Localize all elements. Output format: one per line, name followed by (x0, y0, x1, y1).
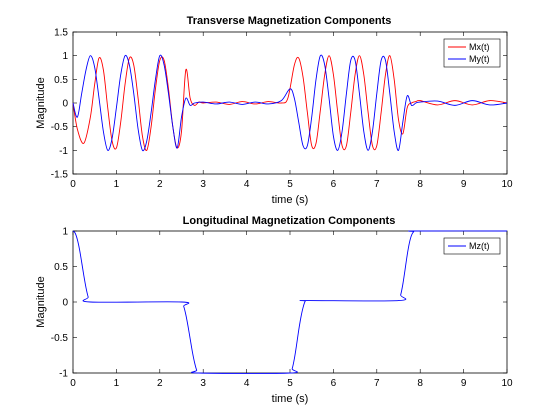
legend-box (443, 237, 501, 255)
series-line-mxt (72, 55, 508, 151)
x-axis-label: time (s) (272, 194, 309, 206)
y-tick-label: 0 (62, 99, 68, 110)
x-tick-label: 9 (461, 378, 467, 389)
series-line-myt (72, 54, 508, 152)
x-tick-label: 2 (157, 179, 163, 190)
x-tick-label: 5 (287, 179, 293, 190)
transverse-panel: Transverse Magnetization Components 0 1 2 3… (35, 15, 513, 206)
chart-title: Longitudinal Magnetization Components (183, 215, 396, 227)
y-tick-label: 0 (62, 298, 68, 309)
x-tick-label: 6 (331, 378, 337, 389)
x-tick-label: 5 (287, 378, 293, 389)
longitudinal-panel: Longitudinal Magnetization Components 0 1… (35, 215, 513, 405)
legend: Mx(t) My(t) (443, 38, 501, 68)
x-tick-label: 9 (461, 179, 467, 190)
x-tick-label: 4 (244, 378, 250, 389)
y-tick-label: 1.5 (54, 28, 68, 39)
x-tick-label: 3 (200, 378, 206, 389)
x-tick-label: 8 (417, 378, 423, 389)
x-tick-label: 10 (501, 378, 513, 389)
y-tick-label: 1 (62, 51, 68, 62)
series-lines (72, 54, 508, 152)
y-axis-label: Magnitude (35, 276, 47, 327)
y-tick-label: -1.5 (51, 170, 69, 181)
axis-ticks: 0 1 2 3 4 5 6 7 8 9 10 -1.5 -1 -0.5 0 0.5 1 1.5 (51, 28, 513, 191)
x-tick-label: 3 (200, 179, 206, 190)
x-axis-label: time (s) (272, 393, 309, 405)
x-tick-label: 0 (70, 179, 76, 190)
legend-label: My(t) (469, 54, 490, 64)
y-tick-label: -1 (59, 146, 68, 157)
x-tick-label: 0 (70, 378, 76, 389)
x-tick-label: 1 (114, 179, 120, 190)
plot-area (72, 31, 508, 175)
y-axis-label: Magnitude (35, 77, 47, 128)
x-tick-label: 2 (157, 378, 163, 389)
y-tick-label: -1 (59, 369, 68, 380)
series-lines (72, 230, 508, 374)
x-tick-label: 1 (114, 378, 120, 389)
legend-box (443, 38, 501, 68)
y-tick-label: 0.5 (54, 262, 68, 273)
y-tick-label: 1 (62, 227, 68, 238)
series-line-mzt (72, 230, 508, 374)
chart-title: Transverse Magnetization Components (187, 15, 392, 27)
y-tick-label: -0.5 (51, 333, 69, 344)
legend: Mz(t) (443, 237, 501, 255)
legend-label: Mx(t) (469, 42, 490, 52)
legend-label: Mz(t) (469, 241, 490, 251)
x-tick-label: 7 (374, 179, 380, 190)
y-tick-label: -0.5 (51, 122, 69, 133)
x-tick-label: 6 (331, 179, 337, 190)
x-tick-label: 8 (417, 179, 423, 190)
y-tick-label: 0.5 (54, 75, 68, 86)
x-tick-label: 7 (374, 378, 380, 389)
x-tick-label: 4 (244, 179, 250, 190)
x-tick-label: 10 (501, 179, 513, 190)
axis-ticks: 0 1 2 3 4 5 6 7 8 9 10 -1 -0.5 0 0.5 1 (51, 227, 513, 390)
